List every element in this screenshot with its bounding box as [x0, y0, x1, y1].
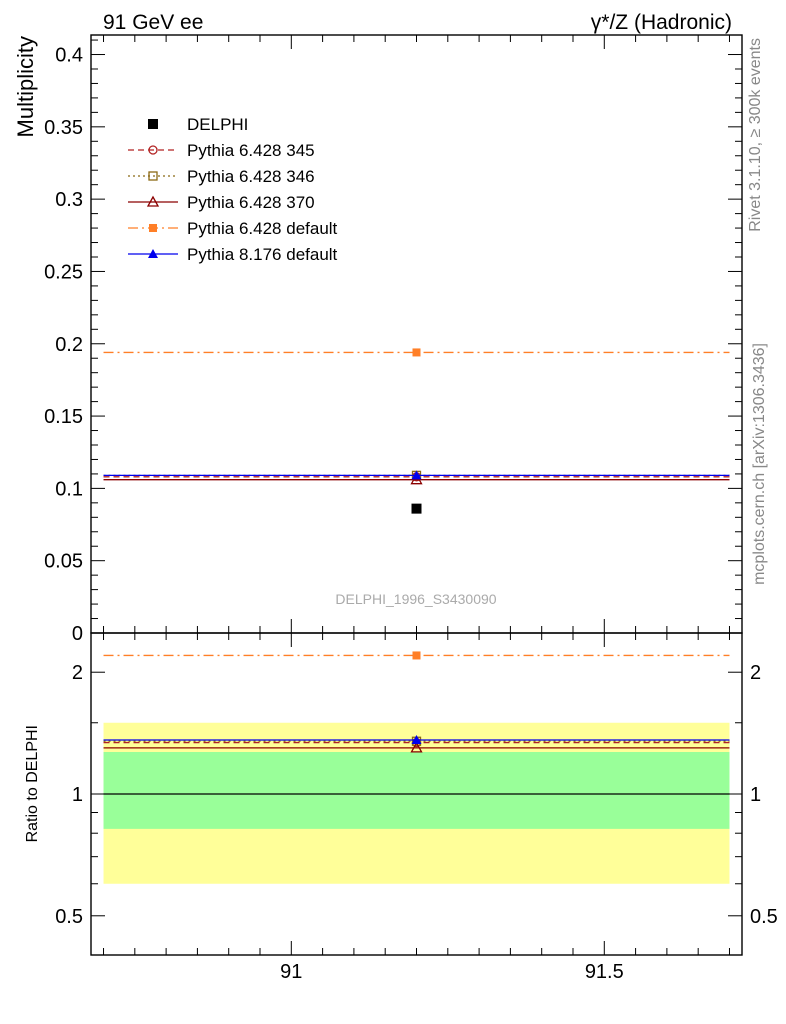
- legend-label: DELPHI: [187, 115, 248, 134]
- ratio-y-tick-label-right: 1: [750, 784, 761, 806]
- analysis-tag: DELPHI_1996_S3430090: [335, 591, 496, 607]
- mcplots-label: mcplots.cern.ch [arXiv:1306.3436]: [751, 343, 768, 585]
- legend-marker-py345: [148, 145, 158, 155]
- ratio-point-py8def: [411, 734, 422, 744]
- ratio-y-tick-label-right: 2: [750, 662, 761, 684]
- plot-header-left: 91 GeV ee: [103, 11, 203, 34]
- y-tick-label: 0.25: [44, 261, 83, 283]
- y-tick-label: 0.2: [55, 334, 83, 356]
- ratio-ylabel: Ratio to DELPHI: [24, 725, 41, 842]
- legend-label: Pythia 8.176 default: [187, 245, 338, 264]
- y-tick-label: 0: [72, 623, 83, 645]
- main-ylabel: Multiplicity: [13, 36, 38, 137]
- y-tick-label: 0.1: [55, 478, 83, 500]
- x-tick-label: 91: [280, 961, 302, 983]
- ratio-point-py370: [410, 741, 423, 753]
- y-tick-label: 0.3: [55, 189, 83, 211]
- ratio-y-tick-label: 0.5: [55, 906, 83, 928]
- y-tick-label: 0.4: [55, 45, 83, 67]
- legend-marker-py370: [146, 195, 160, 207]
- main-plot: 0 0.05 0.1 0.15 0.2 0.25 0.3 0.35 0.4: [44, 34, 743, 645]
- y-tick-label: 0.05: [44, 551, 83, 573]
- ratio-plot: 0.5 0.5 1 1 2 2 91 91.5: [55, 632, 778, 983]
- legend-label: Pythia 6.428 345: [187, 141, 315, 160]
- legend-label: Pythia 6.428 346: [187, 167, 315, 186]
- data-point-delphi: [411, 503, 422, 514]
- legend-label: Pythia 6.428 370: [187, 193, 315, 212]
- data-point-py8def: [411, 470, 422, 480]
- data-point-py6def: [412, 348, 421, 357]
- y-tick-label: 0.15: [44, 406, 83, 428]
- plot-header-right: γ*/Z (Hadronic): [591, 11, 732, 34]
- ratio-y-tick-label: 1: [72, 784, 83, 806]
- x-tick-label: 91.5: [585, 961, 624, 983]
- legend-marker-py346: [148, 171, 158, 181]
- legend-label: Pythia 6.428 default: [187, 219, 338, 238]
- ratio-y-tick-label-right: 0.5: [750, 906, 778, 928]
- legend: DELPHI Pythia 6.428 345 Pythia 6.428 346 Py…: [128, 115, 338, 264]
- y-tick-label: 0.35: [44, 117, 83, 139]
- legend-marker-py6def: [149, 224, 157, 232]
- legend-marker-py8def: [148, 249, 158, 258]
- ratio-point-py6def: [412, 651, 421, 660]
- legend-marker-delphi: [148, 119, 158, 129]
- rivet-version-label: Rivet 3.1.10, ≥ 300k events: [747, 38, 764, 232]
- ratio-y-tick-label: 2: [72, 662, 83, 684]
- uncertainty-band-inner: [103, 752, 730, 829]
